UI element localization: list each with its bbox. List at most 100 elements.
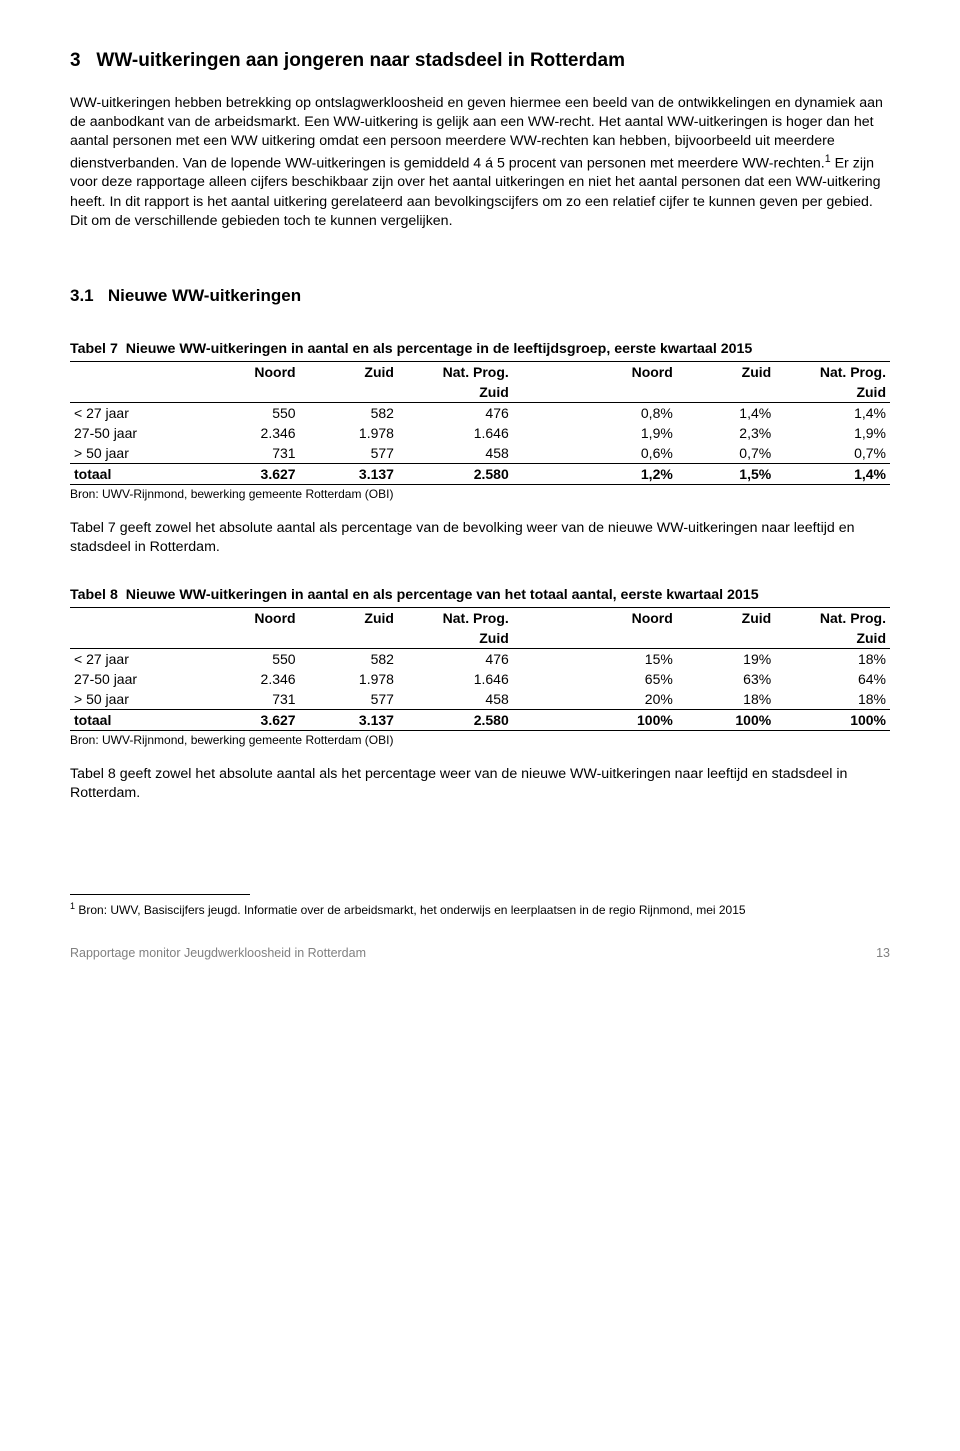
t7-r0-c0: 550	[201, 402, 299, 423]
t7-r1-c1: 1.978	[300, 423, 398, 443]
t8-r2-c0: 731	[201, 689, 299, 710]
t8-r2-label: > 50 jaar	[70, 689, 201, 710]
t8-s6: Zuid	[775, 628, 890, 649]
t7-total-c2: 2.580	[398, 463, 513, 484]
t8-s5	[677, 628, 775, 649]
t8-r0-c1: 582	[300, 649, 398, 670]
table7-label: Tabel 7	[70, 341, 118, 357]
t8-s3: Zuid	[398, 628, 513, 649]
t7-total-c3: 1,2%	[578, 463, 676, 484]
t8-h2: Zuid	[300, 608, 398, 629]
t8-r2-c4: 18%	[677, 689, 775, 710]
footnote: 1 Bron: UWV, Basiscijfers jeugd. Informa…	[70, 901, 890, 919]
t7-s3: Zuid	[398, 382, 513, 403]
t7-r0-c3: 0,8%	[578, 402, 676, 423]
table8-label: Tabel 8	[70, 587, 118, 603]
table-row: < 27 jaar 550 582 476 0,8% 1,4% 1,4%	[70, 402, 890, 423]
t7-r1-label: 27-50 jaar	[70, 423, 201, 443]
t7-s5	[677, 382, 775, 403]
t8-r1-c2: 1.646	[398, 669, 513, 689]
table8-source: Bron: UWV-Rijnmond, bewerking gemeente R…	[70, 733, 890, 747]
t8-r2-c3: 20%	[578, 689, 676, 710]
t8-r0-c0: 550	[201, 649, 299, 670]
table-total-row: totaal 3.627 3.137 2.580 1,2% 1,5% 1,4%	[70, 463, 890, 484]
table-row: > 50 jaar 731 577 458 20% 18% 18%	[70, 689, 890, 710]
intro-paragraph: WW-uitkeringen hebben betrekking op onts…	[70, 94, 890, 231]
t7-h3: Nat. Prog.	[398, 361, 513, 382]
t8-r0-c3: 15%	[578, 649, 676, 670]
t7-total-c5: 1,4%	[775, 463, 890, 484]
table-row: < 27 jaar 550 582 476 15% 19% 18%	[70, 649, 890, 670]
t8-r1-c5: 64%	[775, 669, 890, 689]
t8-r1-c3: 65%	[578, 669, 676, 689]
t7-r2-c4: 0,7%	[677, 443, 775, 464]
t8-total-c2: 2.580	[398, 710, 513, 731]
t7-h5: Zuid	[677, 361, 775, 382]
t7-total-c0: 3.627	[201, 463, 299, 484]
t7-r1-c3: 1,9%	[578, 423, 676, 443]
t8-h5: Zuid	[677, 608, 775, 629]
t8-s1	[201, 628, 299, 649]
t7-r0-label: < 27 jaar	[70, 402, 201, 423]
t8-h1: Noord	[201, 608, 299, 629]
t8-total-c4: 100%	[677, 710, 775, 731]
footer-left: Rapportage monitor Jeugdwerkloosheid in …	[70, 946, 366, 960]
table8: Noord Zuid Nat. Prog. Noord Zuid Nat. Pr…	[70, 607, 890, 731]
t7-h6: Nat. Prog.	[775, 361, 890, 382]
table8-title-text: Nieuwe WW-uitkeringen in aantal en als p…	[126, 587, 759, 603]
table7: Noord Zuid Nat. Prog. Noord Zuid Nat. Pr…	[70, 361, 890, 485]
table-total-row: totaal 3.627 3.137 2.580 100% 100% 100%	[70, 710, 890, 731]
table-row: 27-50 jaar 2.346 1.978 1.646 1,9% 2,3% 1…	[70, 423, 890, 443]
t7-s4	[578, 382, 676, 403]
t7-s6: Zuid	[775, 382, 890, 403]
t7-r1-c4: 2,3%	[677, 423, 775, 443]
section-title: 3.1 Nieuwe WW-uitkeringen	[70, 286, 890, 306]
table8-title: Tabel 8 Nieuwe WW-uitkeringen in aantal …	[70, 587, 890, 603]
t7-s2	[300, 382, 398, 403]
t8-s4	[578, 628, 676, 649]
table-row: 27-50 jaar 2.346 1.978 1.646 65% 63% 64%	[70, 669, 890, 689]
t7-r2-c0: 731	[201, 443, 299, 464]
t7-total-label: totaal	[70, 463, 201, 484]
page-footer: Rapportage monitor Jeugdwerkloosheid in …	[70, 946, 890, 960]
table7-caption-below: Tabel 7 geeft zowel het absolute aantal …	[70, 519, 890, 557]
t7-r2-c2: 458	[398, 443, 513, 464]
t7-total-c4: 1,5%	[677, 463, 775, 484]
t7-r0-c5: 1,4%	[775, 402, 890, 423]
t7-r1-c5: 1,9%	[775, 423, 890, 443]
t8-r1-c4: 63%	[677, 669, 775, 689]
t8-r0-label: < 27 jaar	[70, 649, 201, 670]
t8-total-c3: 100%	[578, 710, 676, 731]
chapter-title-text: WW-uitkeringen aan jongeren naar stadsde…	[96, 50, 625, 71]
table7-title-text: Nieuwe WW-uitkeringen in aantal en als p…	[126, 341, 753, 357]
t8-r1-c0: 2.346	[201, 669, 299, 689]
table-row: > 50 jaar 731 577 458 0,6% 0,7% 0,7%	[70, 443, 890, 464]
t7-h2: Zuid	[300, 361, 398, 382]
t8-r0-c5: 18%	[775, 649, 890, 670]
t7-r0-c4: 1,4%	[677, 402, 775, 423]
t8-total-label: totaal	[70, 710, 201, 731]
t7-r2-c3: 0,6%	[578, 443, 676, 464]
t7-r1-c2: 1.646	[398, 423, 513, 443]
t7-r1-c0: 2.346	[201, 423, 299, 443]
t8-total-c1: 3.137	[300, 710, 398, 731]
t8-h6: Nat. Prog.	[775, 608, 890, 629]
intro-text-head: WW-uitkeringen hebben betrekking op onts…	[70, 95, 883, 171]
footnote-separator	[70, 894, 250, 895]
t7-r2-c5: 0,7%	[775, 443, 890, 464]
t8-r0-c4: 19%	[677, 649, 775, 670]
table7-title: Tabel 7 Nieuwe WW-uitkeringen in aantal …	[70, 341, 890, 357]
footnote-text: Bron: UWV, Basiscijfers jeugd. Informati…	[75, 903, 746, 917]
t8-h4: Noord	[578, 608, 676, 629]
t8-h3: Nat. Prog.	[398, 608, 513, 629]
chapter-number: 3	[70, 50, 81, 71]
t8-r2-c1: 577	[300, 689, 398, 710]
t7-h1: Noord	[201, 361, 299, 382]
table8-caption-below: Tabel 8 geeft zowel het absolute aantal …	[70, 765, 890, 803]
t8-s2	[300, 628, 398, 649]
t8-r2-c2: 458	[398, 689, 513, 710]
t7-h4: Noord	[578, 361, 676, 382]
t7-r2-c1: 577	[300, 443, 398, 464]
section-title-text: Nieuwe WW-uitkeringen	[108, 286, 301, 305]
chapter-title: 3 WW-uitkeringen aan jongeren naar stads…	[70, 50, 890, 72]
